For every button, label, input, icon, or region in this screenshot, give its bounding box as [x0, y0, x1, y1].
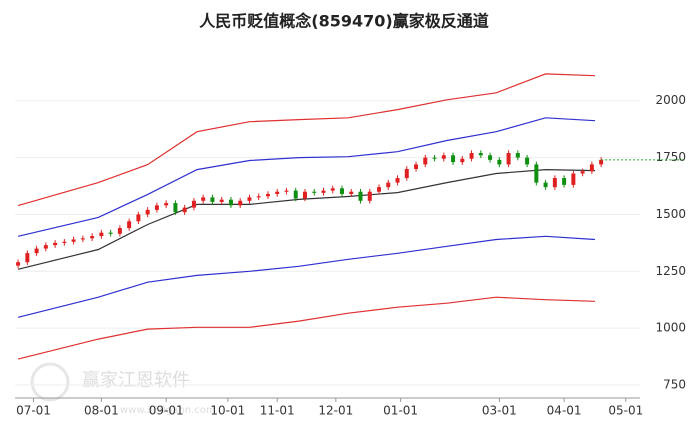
x-tick-label: 01-01 [383, 404, 418, 418]
candle-body [423, 157, 428, 165]
candle-body [201, 197, 206, 201]
candle-body [432, 157, 437, 159]
y-tick-label: 1250 [655, 264, 686, 278]
candle-body [238, 200, 243, 206]
x-tick-label: 08-01 [84, 404, 119, 418]
candle-body [460, 158, 465, 163]
candle-body [80, 238, 85, 240]
candle-body [247, 197, 252, 201]
candle-body [580, 171, 585, 174]
candle-body [62, 241, 67, 243]
candle-body [330, 188, 335, 191]
candle-body [173, 203, 178, 213]
candle-body [34, 248, 39, 254]
candle-body [552, 178, 557, 188]
candle-body [219, 199, 224, 202]
candle-body [562, 178, 567, 185]
candle-body [265, 193, 270, 197]
band-line [17, 296, 596, 360]
watermark-url: www.360gann.com [120, 405, 216, 416]
watermark: 赢家江恩软件 [82, 369, 190, 391]
candle-body [108, 232, 113, 234]
candle-body [571, 173, 576, 185]
candle-body [478, 153, 483, 156]
candle-body [515, 153, 520, 158]
candle-body [395, 178, 400, 183]
candle-body [25, 253, 30, 263]
candle-body [599, 159, 604, 165]
candle-body [451, 155, 456, 163]
candle-body [210, 197, 215, 202]
candle-body [228, 199, 233, 206]
candle-body [164, 203, 169, 206]
x-tick-label: 04-01 [547, 404, 582, 418]
candle-body [386, 182, 391, 188]
candle-body [117, 228, 122, 234]
candle-body [414, 164, 419, 169]
candle-body [589, 164, 594, 172]
candle-body [16, 262, 21, 266]
candle-body [377, 187, 382, 192]
candle-body [136, 214, 141, 222]
candle-body [145, 209, 150, 215]
candle-body [469, 153, 474, 159]
x-tick-label: 12-01 [318, 404, 353, 418]
band-line [17, 117, 596, 237]
candle-body [90, 236, 95, 239]
candle-body [182, 207, 187, 213]
x-tick-label: 07-01 [16, 404, 51, 418]
candle-body [497, 159, 502, 165]
y-tick-label: 1500 [655, 207, 686, 221]
candle-body [404, 168, 409, 179]
candle-body [525, 157, 530, 165]
y-tick-label: 1000 [655, 321, 686, 335]
chart-title: 人民币贬值概念(859470)赢家极反通道 [199, 12, 488, 31]
y-tick-label: 1750 [655, 150, 686, 164]
x-tick-label: 11-01 [260, 404, 295, 418]
y-tick-label: 2000 [655, 93, 686, 107]
y-tick-label: 750 [663, 378, 686, 392]
band-line [17, 168, 596, 270]
candle-body [154, 205, 159, 210]
candle-body [321, 190, 326, 193]
candle-body [506, 153, 511, 165]
x-tick-label: 03-01 [482, 404, 517, 418]
candle-body [99, 232, 104, 237]
candle-body [43, 245, 48, 249]
candle-body [53, 242, 58, 246]
candle-body [339, 188, 344, 194]
band-line [17, 235, 596, 318]
candle-body [349, 191, 354, 194]
candle-body [441, 155, 446, 159]
candle-body [358, 191, 363, 201]
candle-body [284, 190, 289, 192]
watermark-logo [30, 362, 70, 402]
candle-body [488, 155, 493, 160]
x-tick-label: 10-01 [210, 404, 245, 418]
candle-body [293, 190, 298, 199]
candle-body [302, 191, 307, 199]
candle-body [191, 200, 196, 208]
candle-body [71, 239, 76, 242]
candle-body [543, 182, 548, 188]
band-line [17, 73, 596, 207]
candle-body [275, 191, 280, 194]
candle-body [127, 221, 132, 229]
candle-body [534, 164, 539, 183]
candle-body [367, 191, 372, 201]
x-tick-label: 05-01 [608, 404, 643, 418]
candle-body [256, 196, 261, 198]
x-tick-label: 09-01 [149, 404, 184, 418]
candle-body [312, 191, 317, 193]
